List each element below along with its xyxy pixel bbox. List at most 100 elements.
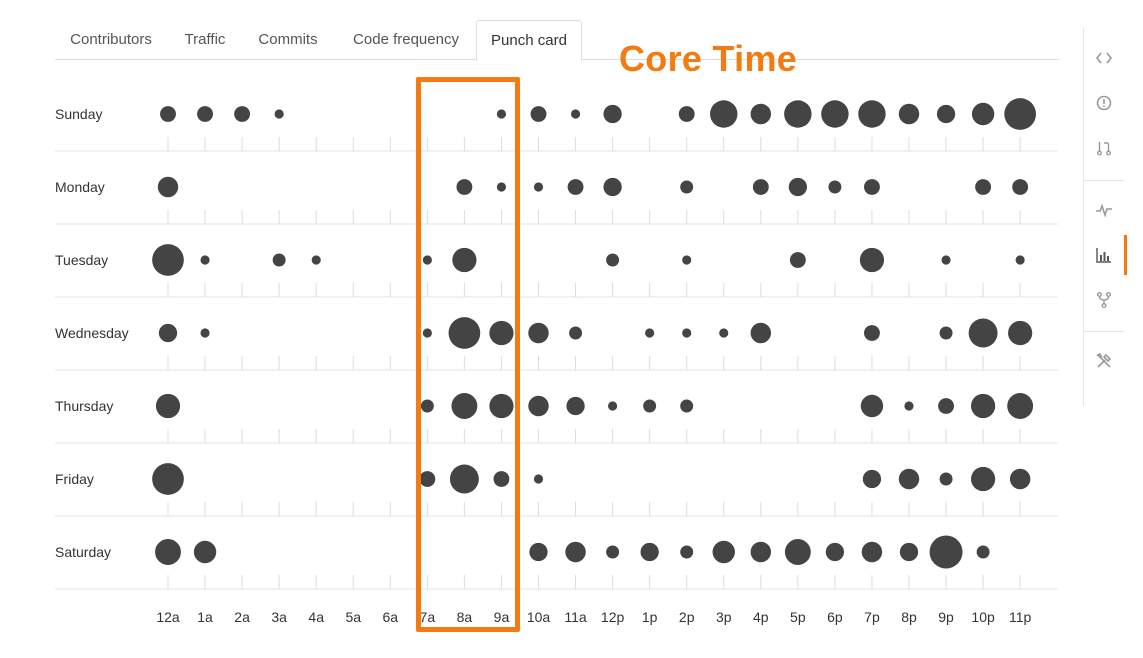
punch-dot — [789, 252, 806, 268]
punch-dot — [784, 100, 812, 128]
punch-dot — [606, 545, 620, 559]
punch-dot — [904, 401, 914, 411]
hour-label: 10p — [971, 609, 995, 625]
punch-dot — [899, 542, 919, 562]
punch-dot — [1008, 320, 1033, 346]
punch-dot — [158, 323, 178, 343]
punch-dot — [929, 535, 963, 569]
hour-label: 11p — [1009, 609, 1032, 625]
punch-dot — [975, 179, 992, 195]
hour-label: 9p — [938, 609, 954, 625]
day-label: Friday — [55, 471, 94, 487]
hour-label: 3p — [716, 609, 732, 625]
punch-dot — [533, 474, 544, 484]
nav-settings[interactable] — [1084, 341, 1124, 381]
punch-dot — [603, 104, 622, 124]
punch-dot — [152, 463, 184, 495]
punch-dot — [864, 325, 880, 341]
punch-dot — [155, 539, 181, 565]
punch-dot — [606, 253, 620, 267]
punch-dot — [422, 255, 432, 265]
punch-dot — [643, 399, 657, 413]
punch-dot — [719, 328, 729, 338]
nav-network[interactable] — [1084, 280, 1124, 320]
punch-dot — [784, 539, 811, 565]
tab-traffic[interactable]: Traffic — [184, 31, 226, 48]
hour-label: 7p — [864, 609, 880, 625]
punch-dot — [976, 545, 990, 559]
punch-dot — [788, 177, 807, 197]
nav-graphs[interactable] — [1084, 235, 1127, 275]
tab-contributors[interactable]: Contributors — [70, 31, 152, 48]
repo-side-nav — [1083, 28, 1143, 406]
hour-label: 10a — [527, 609, 551, 625]
nav-separator — [1084, 331, 1124, 332]
punch-dot — [570, 109, 581, 119]
punch-dot — [750, 322, 772, 344]
hour-label: 1p — [642, 609, 658, 625]
punch-dot — [533, 182, 544, 192]
punch-dot — [939, 472, 953, 486]
tab-commits[interactable]: Commits — [258, 31, 318, 48]
punch-dot — [936, 104, 956, 124]
punch-dot — [234, 106, 251, 122]
punch-dot — [710, 100, 738, 128]
punch-dot — [859, 247, 885, 273]
punch-dot — [200, 328, 210, 338]
punch-dot — [608, 401, 618, 411]
punch-dot — [645, 328, 655, 338]
day-label: Tuesday — [55, 252, 108, 268]
punch-dot — [448, 317, 481, 349]
punch-dot — [489, 320, 514, 346]
punch-dot — [155, 393, 181, 419]
punch-dot — [858, 100, 886, 128]
punch-dot — [640, 542, 659, 562]
tab-code-frequency[interactable]: Code frequency — [353, 31, 459, 48]
punch-dot — [449, 464, 479, 494]
hour-label: 5a — [345, 609, 361, 625]
punch-dot — [496, 182, 507, 192]
tab-bar: Contributors Traffic Commits Code freque… — [55, 20, 1060, 61]
punch-dot — [682, 255, 692, 265]
punch-dot — [1007, 393, 1034, 419]
hour-label: 8p — [901, 609, 917, 625]
nav-issues[interactable] — [1084, 83, 1124, 123]
hour-label: 6p — [827, 609, 843, 625]
punch-dot — [311, 255, 321, 265]
punch-dot — [970, 393, 996, 419]
punch-dot — [1012, 179, 1029, 195]
nav-code[interactable] — [1084, 38, 1124, 78]
punch-dot — [682, 328, 692, 338]
punch-dot — [825, 542, 845, 562]
punch-dot — [272, 253, 286, 267]
punch-dot — [821, 100, 849, 128]
day-label: Monday — [55, 179, 105, 195]
nav-pulse[interactable] — [1084, 190, 1124, 230]
hour-label: 9a — [494, 609, 510, 625]
punch-dot — [752, 179, 769, 195]
punch-dot — [422, 328, 432, 338]
hour-label: 12p — [601, 609, 625, 625]
hour-label: 7a — [420, 609, 436, 625]
day-label: Wednesday — [55, 325, 129, 341]
hour-label: 5p — [790, 609, 806, 625]
punch-dot — [157, 176, 179, 198]
hour-label: 4p — [753, 609, 769, 625]
hour-label: 11a — [564, 609, 587, 625]
nav-pull-requests[interactable] — [1084, 128, 1124, 168]
hour-label: 2a — [234, 609, 250, 625]
punch-dot — [1009, 468, 1031, 490]
punch-dot — [456, 179, 473, 195]
punch-dot — [200, 255, 210, 265]
tab-punch-card[interactable]: Punch card — [476, 20, 582, 61]
punch-dot — [567, 179, 584, 195]
punch-dot — [860, 394, 884, 418]
punch-dot — [493, 471, 510, 487]
settings-icon — [1095, 352, 1112, 368]
punch-dot — [569, 326, 583, 340]
issue-icon — [1096, 95, 1112, 111]
punch-dot — [565, 541, 586, 563]
punch-dot — [678, 106, 695, 122]
punch-dot — [1015, 255, 1025, 265]
